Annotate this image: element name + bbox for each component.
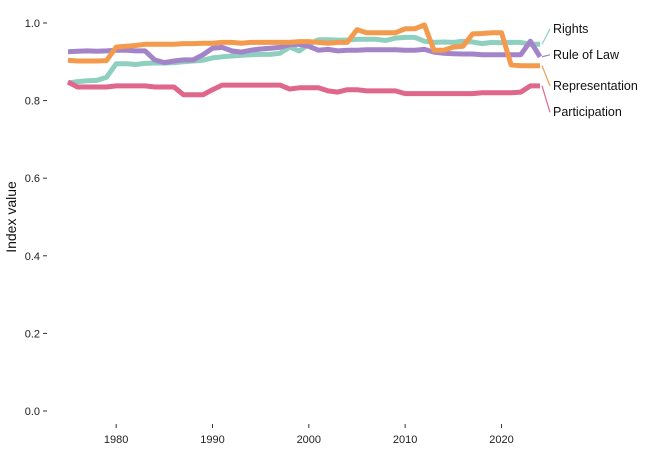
series-line-representation bbox=[67, 22, 540, 69]
legend-leader-line bbox=[541, 65, 551, 87]
series-line-rule-of-law bbox=[67, 38, 543, 66]
legend-label-representation: Representation bbox=[553, 79, 638, 93]
y-axis-title: Index value bbox=[3, 181, 19, 253]
x-axis: 1980 1990 2000 2010 2020 bbox=[104, 424, 514, 446]
y-tick-label: 0.2 bbox=[25, 328, 40, 340]
y-tick-label: 1.0 bbox=[25, 18, 40, 30]
x-tick-label: 2010 bbox=[393, 434, 417, 446]
legend-label-participation: Participation bbox=[553, 105, 622, 119]
series-lines bbox=[66, 22, 543, 98]
x-tick-label: 1990 bbox=[200, 434, 224, 446]
legend-leader-line bbox=[541, 85, 551, 113]
series-line-participation bbox=[66, 79, 540, 98]
legend-leader-line bbox=[541, 28, 551, 45]
x-tick-label: 2020 bbox=[489, 434, 513, 446]
y-tick-label: 0.6 bbox=[25, 173, 40, 185]
y-tick-label: 0.0 bbox=[25, 406, 40, 418]
y-axis: 0.0 0.2 0.4 0.6 0.8 1.0 bbox=[25, 18, 47, 418]
y-tick-label: 0.8 bbox=[25, 96, 40, 108]
legend-label-rule-of-law: Rule of Law bbox=[553, 48, 620, 62]
legend: Rights Rule of Law Representation Participa… bbox=[541, 22, 638, 119]
legend-label-rights: Rights bbox=[553, 22, 588, 36]
x-tick-label: 2000 bbox=[297, 434, 321, 446]
y-tick-label: 0.4 bbox=[25, 251, 40, 263]
legend-leader-line bbox=[541, 54, 551, 58]
x-tick-label: 1980 bbox=[104, 434, 128, 446]
